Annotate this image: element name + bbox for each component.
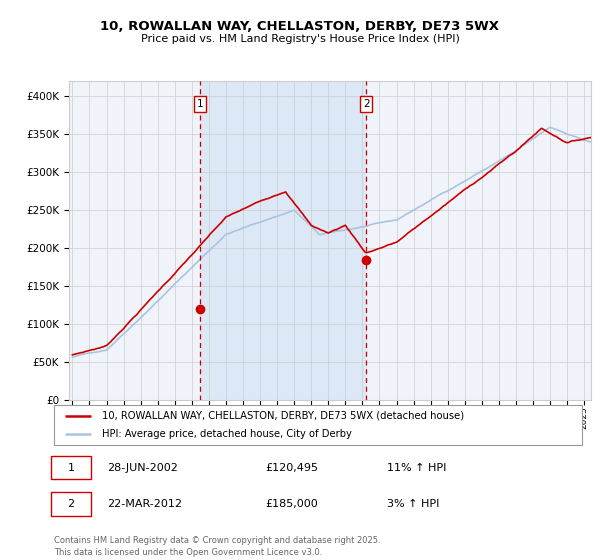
Text: £120,495: £120,495	[265, 463, 318, 473]
Text: Price paid vs. HM Land Registry's House Price Index (HPI): Price paid vs. HM Land Registry's House …	[140, 34, 460, 44]
FancyBboxPatch shape	[54, 405, 582, 445]
Text: 28-JUN-2002: 28-JUN-2002	[107, 463, 178, 473]
Text: 10, ROWALLAN WAY, CHELLASTON, DERBY, DE73 5WX: 10, ROWALLAN WAY, CHELLASTON, DERBY, DE7…	[101, 20, 499, 32]
Text: Contains HM Land Registry data © Crown copyright and database right 2025.
This d: Contains HM Land Registry data © Crown c…	[54, 536, 380, 557]
Text: 11% ↑ HPI: 11% ↑ HPI	[386, 463, 446, 473]
FancyBboxPatch shape	[52, 456, 91, 479]
Text: £185,000: £185,000	[265, 499, 318, 509]
Text: 22-MAR-2012: 22-MAR-2012	[107, 499, 182, 509]
Bar	[200, 81, 366, 400]
Text: 3% ↑ HPI: 3% ↑ HPI	[386, 499, 439, 509]
Text: 10, ROWALLAN WAY, CHELLASTON, DERBY, DE73 5WX (detached house): 10, ROWALLAN WAY, CHELLASTON, DERBY, DE7…	[101, 411, 464, 421]
Text: 2: 2	[68, 499, 75, 509]
FancyBboxPatch shape	[52, 492, 91, 516]
Text: HPI: Average price, detached house, City of Derby: HPI: Average price, detached house, City…	[101, 430, 352, 439]
Text: 1: 1	[197, 99, 203, 109]
Text: 2: 2	[363, 99, 370, 109]
Text: 1: 1	[68, 463, 74, 473]
